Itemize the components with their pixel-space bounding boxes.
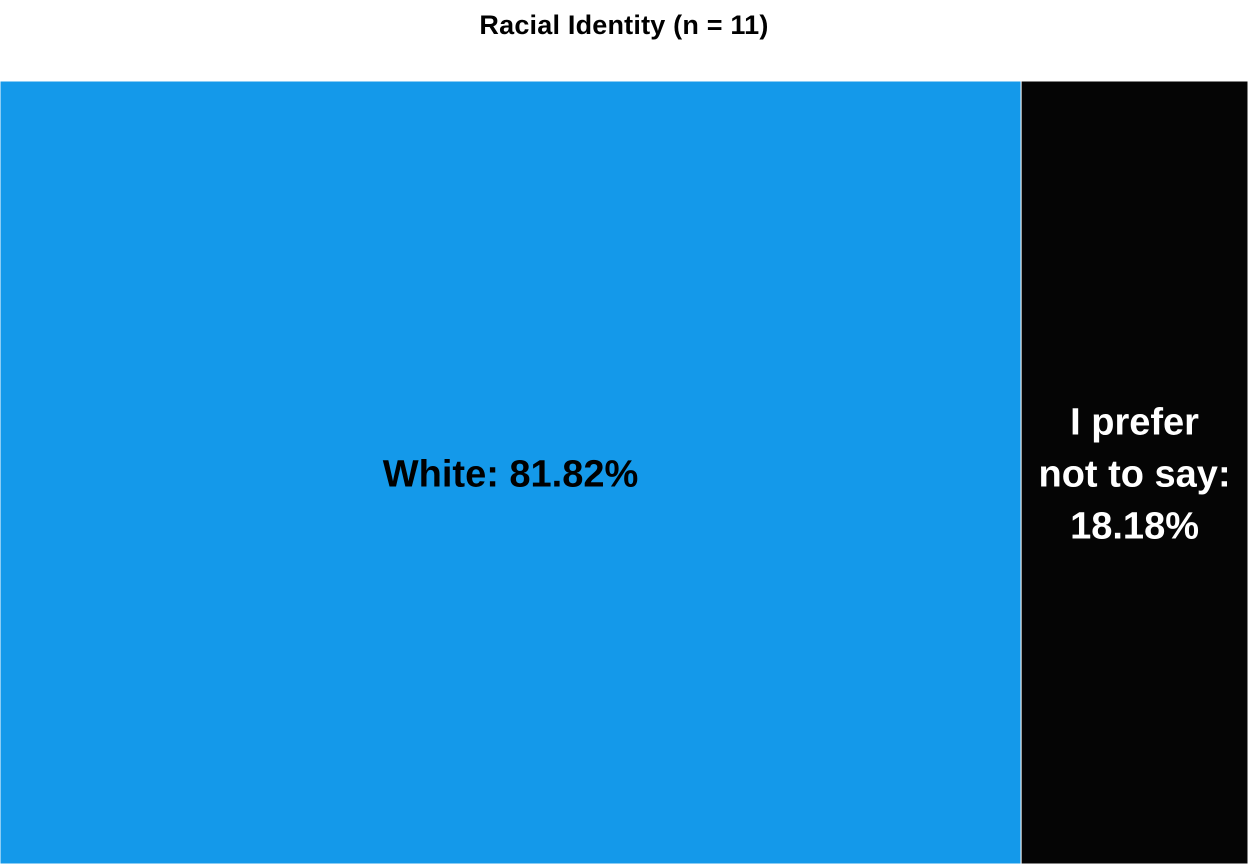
treemap-label-i-prefer-not-to-say: I prefer not to say: 18.18%: [1038, 401, 1230, 547]
treemap-label-white: White: 81.82%: [383, 453, 639, 495]
chart-title: Racial Identity (n = 11): [479, 10, 769, 40]
treemap-tile-i-prefer-not-to-say: [1020, 80, 1248, 864]
treemap-tile-white: [0, 80, 1022, 864]
